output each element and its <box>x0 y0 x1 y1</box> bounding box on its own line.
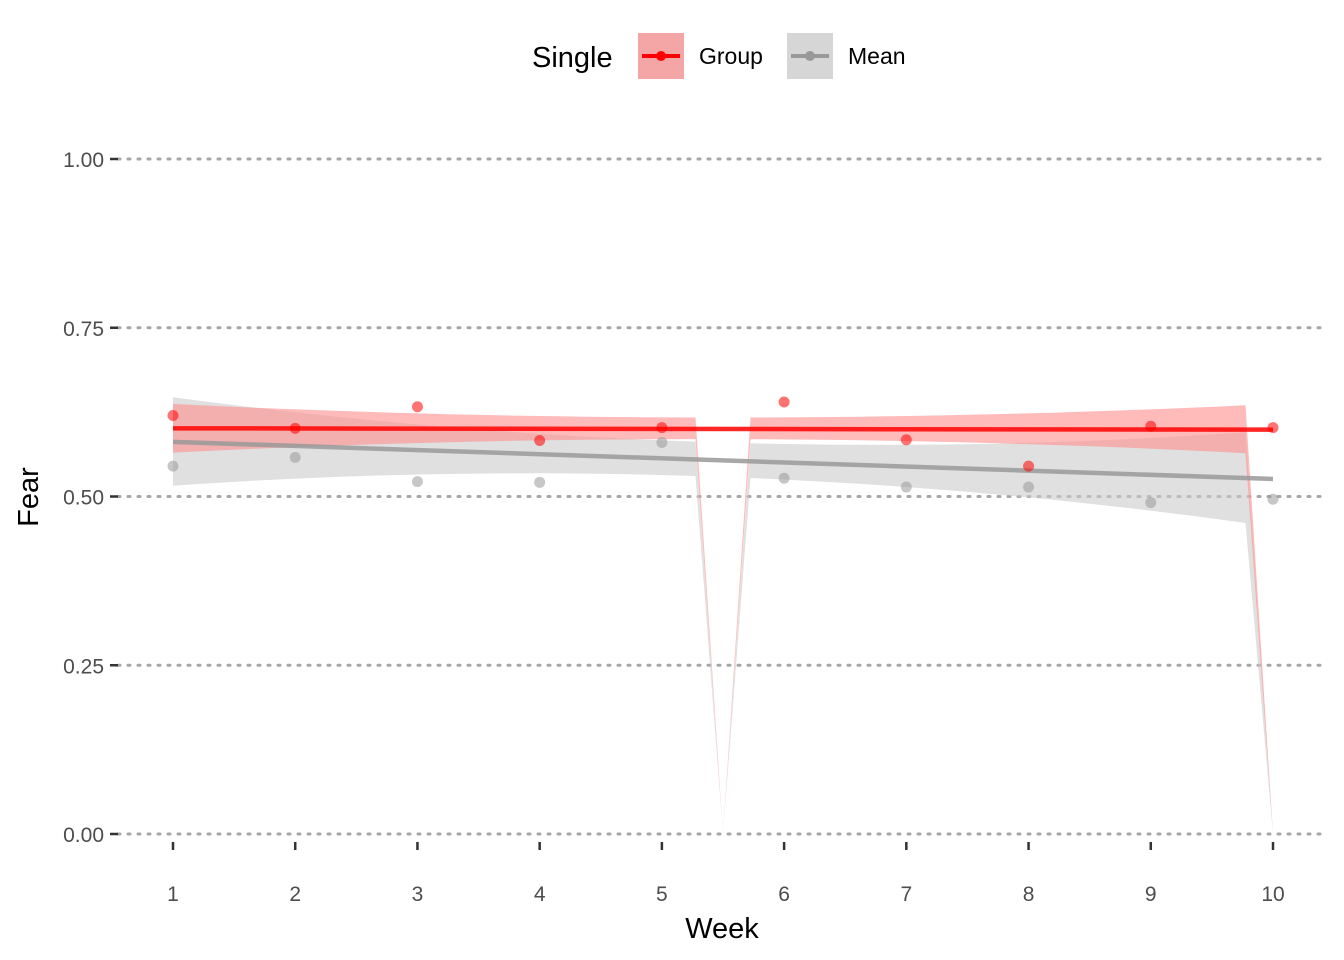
x-axis: 1 2 3 4 5 6 7 8 9 10 <box>167 842 1285 906</box>
data-point-group <box>900 434 912 446</box>
x-tick-label: 10 <box>1261 883 1284 906</box>
legend-title: Single <box>532 42 613 74</box>
y-tick-label: 0.25 <box>63 655 104 678</box>
y-tick-label: 0.50 <box>63 487 104 510</box>
data-point-mean <box>1023 481 1035 493</box>
legend-label-mean: Mean <box>848 43 906 69</box>
y-tick-label: 0.75 <box>63 318 104 341</box>
data-point-mean <box>778 472 790 484</box>
data-point-group <box>656 422 668 434</box>
data-point-group <box>1145 420 1157 432</box>
data-point-mean <box>289 451 301 463</box>
confidence-ribbons <box>173 397 1273 834</box>
x-tick-label: 1 <box>167 883 179 906</box>
data-point-group <box>289 422 301 434</box>
y-tick-label: 1.00 <box>63 149 104 172</box>
x-axis-title: Week <box>685 913 759 945</box>
data-point-mean <box>656 437 668 448</box>
x-tick-label: 9 <box>1145 883 1157 906</box>
legend-item-group: Group <box>638 33 763 79</box>
data-point-mean <box>534 476 546 488</box>
data-point-mean <box>1145 497 1157 509</box>
ci-ribbon-mean <box>173 397 1273 834</box>
legend-item-mean: Mean <box>787 33 906 79</box>
y-axis-title: Fear <box>13 467 45 527</box>
x-tick-label: 4 <box>534 883 546 906</box>
data-point-group <box>1267 422 1279 434</box>
trend-line-mean <box>172 439 1274 482</box>
data-point-group <box>1023 460 1035 472</box>
legend: Single Group Mean <box>532 33 906 79</box>
data-point-group <box>534 434 546 446</box>
legend-label-group: Group <box>699 43 763 69</box>
data-point-mean <box>900 481 912 493</box>
x-tick-label: 6 <box>778 883 790 906</box>
x-tick-label: 7 <box>900 883 912 906</box>
data-points <box>167 396 1279 509</box>
trend-lines <box>172 426 1274 482</box>
y-axis: 0.00 0.25 0.50 0.75 1.00 <box>63 149 118 847</box>
data-point-mean <box>1267 493 1279 505</box>
data-point-mean <box>167 460 179 472</box>
x-tick-label: 8 <box>1023 883 1035 906</box>
data-point-group <box>411 401 423 413</box>
x-tick-label: 3 <box>412 883 424 906</box>
x-tick-label: 5 <box>656 883 668 906</box>
gridlines <box>116 157 1328 836</box>
data-point-group <box>167 410 179 421</box>
data-point-group <box>778 396 790 408</box>
trend-line-group <box>172 426 1274 432</box>
data-point-mean <box>411 476 423 488</box>
y-tick-label: 0.00 <box>63 824 104 847</box>
x-tick-label: 2 <box>289 883 301 906</box>
legend-key-mean-point <box>805 51 815 61</box>
legend-key-group-point <box>656 51 666 61</box>
